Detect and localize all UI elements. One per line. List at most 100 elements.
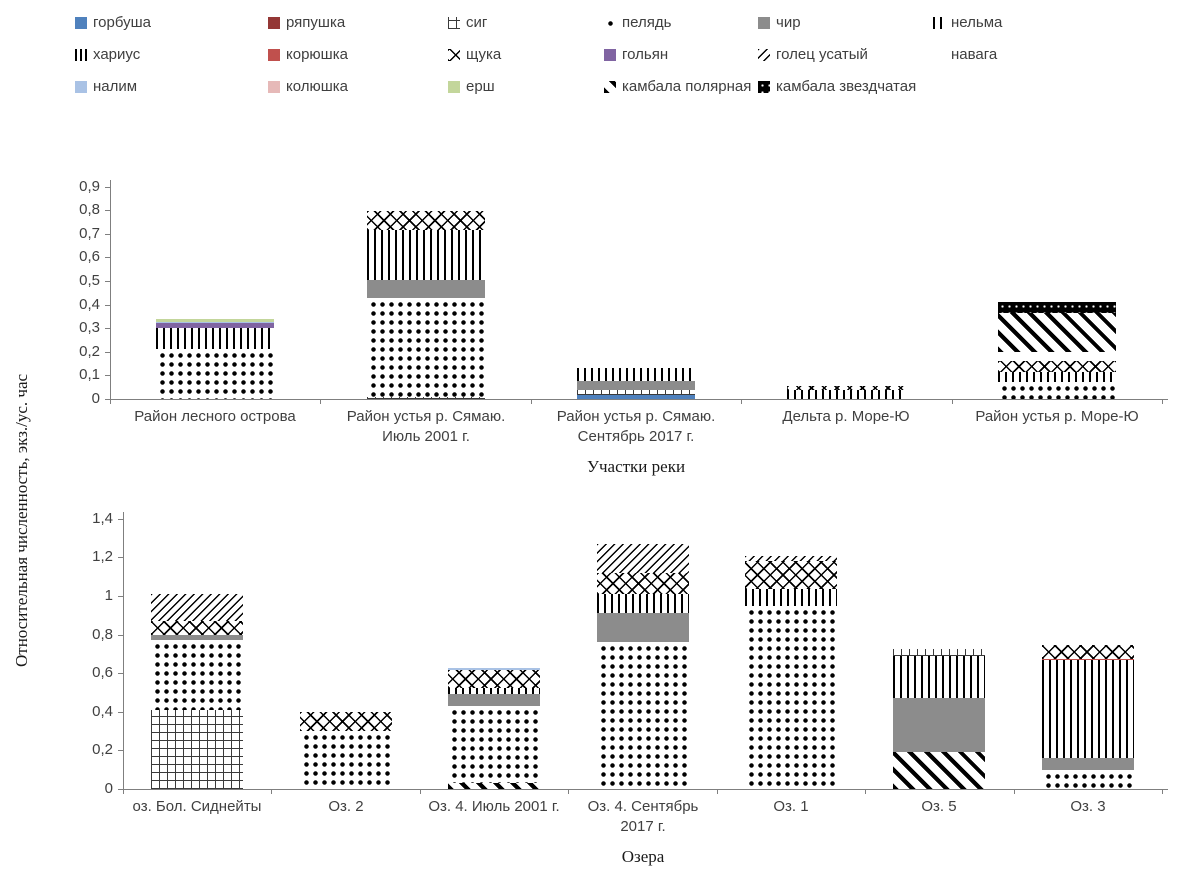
y-tick <box>105 257 110 258</box>
legend-swatch-icon <box>75 48 87 61</box>
bar-segment-ерш <box>156 318 274 323</box>
bar-segment-гольян <box>156 323 274 329</box>
x-tick <box>1162 399 1163 404</box>
legend-item: голец усатый <box>758 46 933 63</box>
x-tick <box>952 399 953 404</box>
bar-segment-чир <box>367 279 485 298</box>
legend-label: колюшка <box>286 78 349 95</box>
y-tick-label: 0,7 <box>79 225 100 242</box>
y-tick-label: 0,3 <box>79 319 100 336</box>
y-tick-label: 1,2 <box>92 548 113 565</box>
x-tick <box>420 789 421 794</box>
legend-item: ряпушка <box>268 14 448 31</box>
category-label: Оз. 4. Сентябрь 2017 г. <box>587 798 699 836</box>
bar-segment-чир <box>597 613 689 643</box>
y-tick <box>118 557 123 558</box>
x-axis-line <box>110 399 1168 400</box>
category-label: Район устья р. Сямаю. Июль 2001 г. <box>346 408 506 446</box>
y-tick <box>118 596 123 597</box>
bar-segment-нельма <box>893 655 985 699</box>
x-tick <box>741 399 742 404</box>
legend-label: камбала полярная <box>622 78 752 95</box>
bar-segment-щука <box>597 572 689 595</box>
legend-item: хариус <box>75 46 268 63</box>
y-axis-title: Относительная численность, экз./ус. час <box>12 373 31 667</box>
bar-segment-щука <box>367 211 485 231</box>
bar-segment-пелядь <box>448 706 540 784</box>
bar-segment-пелядь <box>1042 769 1134 789</box>
legend-label: налим <box>93 78 138 95</box>
legend-swatch-icon <box>75 80 87 93</box>
bar-segment-налим <box>448 668 540 671</box>
legend-item: пелядь <box>604 14 758 31</box>
bar-segment-пелядь <box>367 297 485 397</box>
legend-swatch-icon <box>268 16 280 29</box>
y-tick-label: 1,4 <box>92 510 113 527</box>
bar-segment-нельма <box>156 328 274 350</box>
y-tick-label: 0,6 <box>92 664 113 681</box>
legend-swatch-icon <box>604 48 616 61</box>
legend-label: навага <box>951 46 998 63</box>
legend-swatch-icon <box>268 48 280 61</box>
legend-item: горбуша <box>75 14 268 31</box>
legend-item: гольян <box>604 46 758 63</box>
y-tick <box>105 375 110 376</box>
bar-segment-пелядь <box>597 642 689 789</box>
category-label: Оз. 2 <box>328 798 364 815</box>
y-tick-label: 0,5 <box>79 272 100 289</box>
bar-segment-сиг <box>893 649 985 656</box>
legend-swatch-icon <box>448 48 460 61</box>
y-tick-label: 0,1 <box>79 366 100 383</box>
y-tick-label: 0 <box>91 390 100 407</box>
legend-item: щука <box>448 46 604 63</box>
legend-label: нельма <box>951 14 1003 31</box>
y-tick <box>118 789 123 790</box>
bar-segment-навага <box>998 351 1116 362</box>
category-label: Район лесного острова <box>134 408 296 425</box>
bar-segment-чир <box>577 381 695 390</box>
y-tick <box>118 750 123 751</box>
bar-segment-голец-усатый <box>597 543 689 573</box>
x-tick <box>865 789 866 794</box>
legend-label: ряпушка <box>286 14 346 31</box>
legend-swatch-icon <box>448 16 460 29</box>
bar-segment-чир <box>151 634 243 641</box>
legend-label: чир <box>776 14 801 31</box>
legend-label: корюшка <box>286 46 348 63</box>
bar-segment-налим <box>156 322 274 324</box>
x-tick <box>568 789 569 794</box>
bar-segment-нельма <box>448 687 540 695</box>
bar-segment-сиг <box>151 709 243 789</box>
category-label: Оз. 3 <box>1070 798 1106 815</box>
category-label: Оз. 5 <box>921 798 957 815</box>
bar-segment-сиг <box>367 396 485 399</box>
bar-segment-щука <box>998 361 1116 372</box>
y-tick-label: 0,8 <box>92 626 113 643</box>
bar-segment-корюшка <box>1042 658 1134 660</box>
bar-segment-нельма <box>745 589 837 606</box>
x-tick <box>717 789 718 794</box>
legend-item: корюшка <box>268 46 448 63</box>
legend-label: пелядь <box>622 14 672 31</box>
legend-label: ерш <box>466 78 495 95</box>
legend-item: нельма <box>933 14 1002 31</box>
legend-swatch-icon <box>604 80 616 93</box>
y-tick-label: 0,6 <box>79 248 100 265</box>
bar-segment-щука <box>787 386 905 390</box>
legend-item: камбала полярная <box>604 78 758 95</box>
y-tick <box>105 187 110 188</box>
legend-swatch-icon <box>758 80 770 93</box>
category-label: Район устья р. Море-Ю <box>975 408 1139 425</box>
bar-segment-пелядь <box>998 382 1116 399</box>
y-tick <box>118 673 123 674</box>
x-tick <box>1162 789 1163 794</box>
legend-swatch-icon <box>268 80 280 93</box>
legend-item: ерш <box>448 78 604 95</box>
legend-item: камбала звездчатая <box>758 78 933 95</box>
legend-item: навага <box>933 46 1002 63</box>
y-tick-label: 0,9 <box>79 178 100 195</box>
y-tick <box>105 328 110 329</box>
bar-segment-нельма <box>597 594 689 614</box>
legend-swatch-icon <box>933 16 945 29</box>
y-tick <box>105 305 110 306</box>
